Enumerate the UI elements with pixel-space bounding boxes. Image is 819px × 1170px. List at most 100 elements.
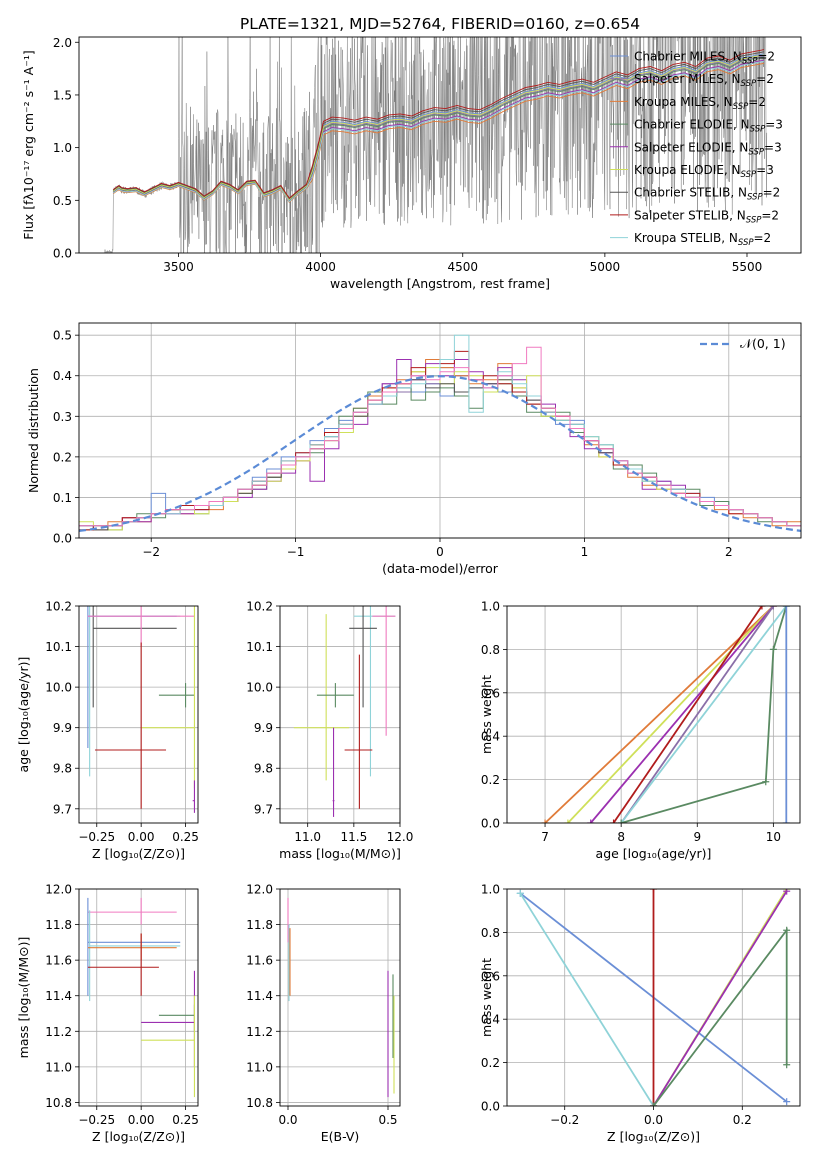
x-axis-label: (data-model)/error: [382, 561, 499, 576]
y-tick-label: 10.1: [45, 640, 72, 654]
x-tick-label: 0.00: [128, 830, 155, 844]
y-tick-label: 11.6: [246, 954, 273, 968]
model-line-8: [112, 60, 765, 203]
axes-frame: [78, 36, 802, 254]
y-tick-label: 0.0: [481, 817, 500, 831]
y-tick-label: 9.8: [254, 762, 273, 776]
y-tick-label: 12.0: [246, 883, 273, 897]
y-tick-label: 1.0: [53, 141, 72, 155]
weight-marker: [541, 819, 549, 823]
weight-line-1: [567, 606, 775, 823]
axes-frame: [78, 605, 199, 824]
y-tick-label: 10.8: [246, 1096, 273, 1110]
y-tick-label: 0.5: [53, 194, 72, 208]
x-tick-label: 9: [693, 830, 701, 844]
legend-suffix: =3: [765, 118, 783, 132]
legend-entry: Kroupa MILES, NSSP=2: [634, 95, 766, 112]
y-tick-label: 11.8: [246, 918, 273, 932]
spectrum-panel: 3500 4000 4500 5000 5500 0.0 0.5 1.0 1.5 2.0 wavel…: [21, 36, 802, 291]
x-tick-label: 5500: [732, 260, 763, 274]
y-tick-label: 9.7: [53, 802, 72, 816]
legend-suffix: =2: [761, 208, 779, 222]
y-tick-label: 12.0: [45, 883, 72, 897]
x-tick-label: 5000: [590, 260, 621, 274]
weight-marker: [610, 819, 618, 823]
x-tick-label: 1: [581, 545, 589, 559]
x-tick-label: 4000: [305, 260, 336, 274]
weight-line-5: [620, 606, 788, 823]
y-axis-label: Flux [fλ10⁻¹⁷ erg cm⁻² s⁻¹ A⁻¹]: [21, 50, 36, 239]
legend-text: Salpeter MILES, N: [634, 72, 741, 86]
legend-text: Salpeter ELODIE, N: [634, 140, 748, 154]
mass-vs-metallicity-panel: −0.25 0.00 0.25 10.8 11.0 11.2 11.4 11.6 11.8 12.…: [16, 883, 199, 1145]
y-tick-label: 0.2: [481, 773, 500, 787]
x-tick-label: 10: [766, 830, 781, 844]
weight-vs-metallicity-panel: −0.2 0.0 0.2 0.0 0.2 0.4 0.6 0.8 1.0 Z [log₁₀(Z/Z…: [479, 883, 801, 1144]
y-axis-label: mass weight: [479, 958, 494, 1037]
gaussian-legend-label: 𝒩(0, 1): [740, 336, 786, 351]
x-tick-label: 12.0: [387, 830, 414, 844]
legend-text: Chabrier ELODIE, N: [634, 118, 750, 132]
y-tick-label: 11.8: [45, 918, 72, 932]
y-tick-label: 1.0: [481, 883, 500, 897]
x-axis-label: Z [log₁₀(Z/Z⊙)]: [92, 1129, 185, 1144]
figure-title: PLATE=1321, MJD=52764, FIBERID=0160, z=0…: [240, 15, 640, 33]
gaussian-curve: [79, 375, 801, 532]
x-tick-label: 3500: [163, 260, 194, 274]
legend-suffix: =2: [754, 231, 772, 245]
weight-line-4: [620, 606, 775, 823]
y-tick-label: 9.7: [254, 802, 273, 816]
weight-line-4: [652, 890, 788, 1106]
x-tick-label: 0.2: [733, 1113, 752, 1127]
y-tick-label: 0.0: [53, 247, 72, 261]
x-tick-label: 11.0: [294, 830, 321, 844]
y-tick-label: 10.2: [45, 600, 72, 614]
y-tick-label: 10.1: [246, 640, 273, 654]
x-axis-label: Z [log₁₀(Z/Z⊙)]: [607, 1129, 700, 1144]
legend-entry: Salpeter ELODIE, NSSP=3: [634, 140, 782, 157]
x-tick-label: 0.00: [128, 1113, 155, 1127]
weight-line-6: [620, 606, 788, 823]
y-tick-label: 1.5: [53, 88, 72, 102]
y-tick-label: 9.8: [53, 762, 72, 776]
legend-subscript: SSP: [742, 57, 758, 67]
plot-area: [516, 889, 791, 1106]
legend-suffix: =2: [756, 72, 774, 86]
y-tick-label: 0.4: [53, 369, 72, 383]
legend-entry: Chabrier ELODIE, NSSP=3: [634, 118, 783, 135]
legend-text: Chabrier STELIB, N: [634, 186, 747, 200]
model-line-3: [112, 56, 765, 201]
plot-area: [293, 606, 396, 817]
y-tick-label: 11.2: [246, 1025, 273, 1039]
x-tick-label: 11.5: [340, 830, 367, 844]
x-tick-label: 4500: [447, 260, 478, 274]
legend-subscript: SSP: [733, 102, 749, 112]
x-tick-label: 0.0: [644, 1113, 663, 1127]
y-tick-label: 9.9: [53, 721, 72, 735]
legend-text: Kroupa MILES, N: [634, 95, 733, 109]
weight-marker: [769, 645, 777, 653]
residuals-panel: −2 −1 0 1 2 0.0 0.1 0.2 0.3 0.4 0.5 (data-model)/er…: [26, 322, 802, 576]
plot-area: [87, 606, 195, 813]
model-line-2: [112, 62, 765, 203]
legend-entry: Kroupa ELODIE, NSSP=3: [634, 163, 774, 180]
y-tick-label: 10.8: [45, 1096, 72, 1110]
legend-entry: Kroupa STELIB, NSSP=2: [634, 231, 771, 248]
legend-subscript: SSP: [741, 79, 757, 89]
weight-marker: [587, 819, 595, 823]
weight-line-0: [544, 606, 775, 823]
y-axis-label: mass [log₁₀(M/M⊙)]: [16, 937, 31, 1059]
legend-text: Chabrier MILES, N: [634, 50, 742, 64]
x-tick-label: 0.25: [172, 1113, 199, 1127]
x-tick-label: −2: [142, 545, 160, 559]
y-tick-label: 10.0: [45, 681, 72, 695]
x-tick-label: −0.25: [78, 1113, 115, 1127]
weight-marker: [617, 819, 625, 823]
y-tick-label: 0.2: [481, 1056, 500, 1070]
weight-marker: [783, 926, 791, 934]
age-vs-mass-panel: 11.0 11.5 12.0 9.7 9.8 9.9 10.0 10.1 10.2 mass [l…: [246, 600, 413, 862]
y-tick-label: 0.6: [481, 969, 500, 983]
model-line-6: [112, 51, 765, 200]
legend-suffix: =2: [763, 186, 781, 200]
